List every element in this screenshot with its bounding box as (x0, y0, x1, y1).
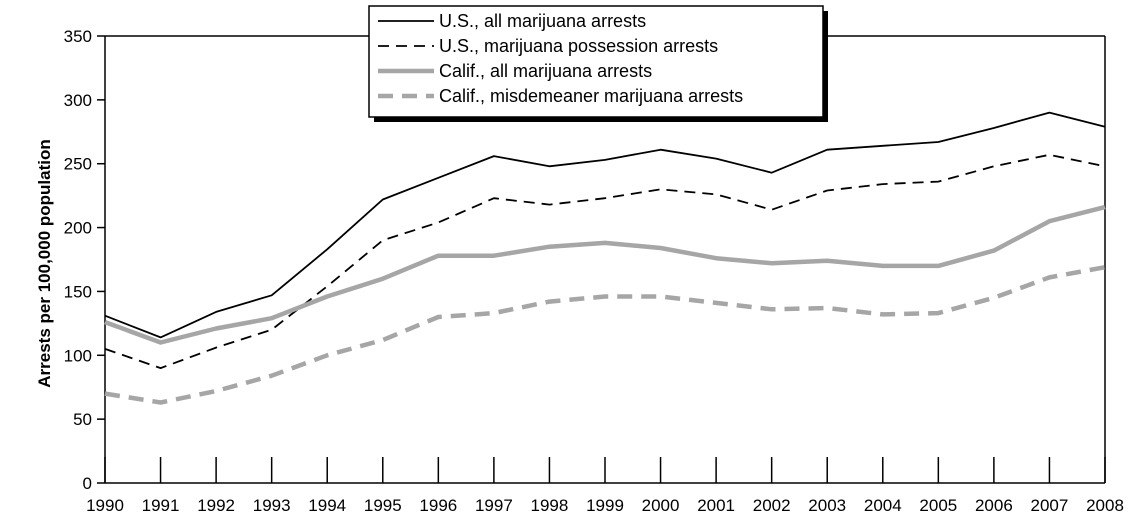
x-tick-label: 2001 (697, 496, 735, 515)
x-tick-label: 2006 (975, 496, 1013, 515)
series-line-3 (104, 204, 1106, 345)
y-tick-label: 150 (64, 282, 92, 301)
legend-label-4: Calif., misdemeaner marijuana arrests (439, 86, 743, 106)
x-tick-label: 2002 (753, 496, 791, 515)
y-tick-label: 250 (64, 155, 92, 174)
y-axis-ticks: 0 50 100 150 200 250 300 350 (64, 27, 105, 493)
x-tick-label: 1995 (364, 496, 402, 515)
x-axis-ticks: 1990 1991 1992 1993 1994 1995 1996 1997 1998 1999… (86, 457, 1124, 515)
x-tick-label: 2000 (642, 496, 680, 515)
series-lines (104, 111, 1106, 405)
x-tick-label: 2007 (1031, 496, 1069, 515)
x-tick-label: 1997 (475, 496, 513, 515)
x-tick-label: 2003 (808, 496, 846, 515)
x-tick-label: 1998 (531, 496, 569, 515)
x-tick-label: 2005 (919, 496, 957, 515)
x-tick-label: 1999 (586, 496, 624, 515)
x-tick-label: 1990 (86, 496, 124, 515)
legend-label-2: U.S., marijuana possession arrests (439, 36, 718, 56)
x-tick-label: 1996 (419, 496, 457, 515)
y-tick-label: 50 (73, 410, 92, 429)
x-tick-label: 2004 (864, 496, 902, 515)
x-tick-label: 2008 (1086, 496, 1124, 515)
legend-box (368, 5, 824, 118)
y-tick-label: 350 (64, 27, 92, 46)
y-tick-label: 100 (64, 346, 92, 365)
x-tick-label: 1991 (142, 496, 180, 515)
legend: U.S., all marijuana arrests U.S., marijua… (368, 5, 828, 122)
x-tick-label: 1992 (197, 496, 235, 515)
legend-label-3: Calif., all marijuana arrests (439, 61, 652, 81)
y-axis-label: Arrests per 100,000 population (35, 139, 54, 387)
legend-label-1: U.S., all marijuana arrests (439, 11, 646, 31)
series-line-1 (104, 111, 1106, 339)
x-tick-label: 1993 (253, 496, 291, 515)
x-tick-label: 1994 (308, 496, 346, 515)
series-line-4 (104, 264, 1106, 405)
y-tick-label: 0 (83, 474, 92, 493)
y-tick-label: 200 (64, 219, 92, 238)
y-tick-label: 300 (64, 91, 92, 110)
series-line-2 (104, 153, 1106, 370)
